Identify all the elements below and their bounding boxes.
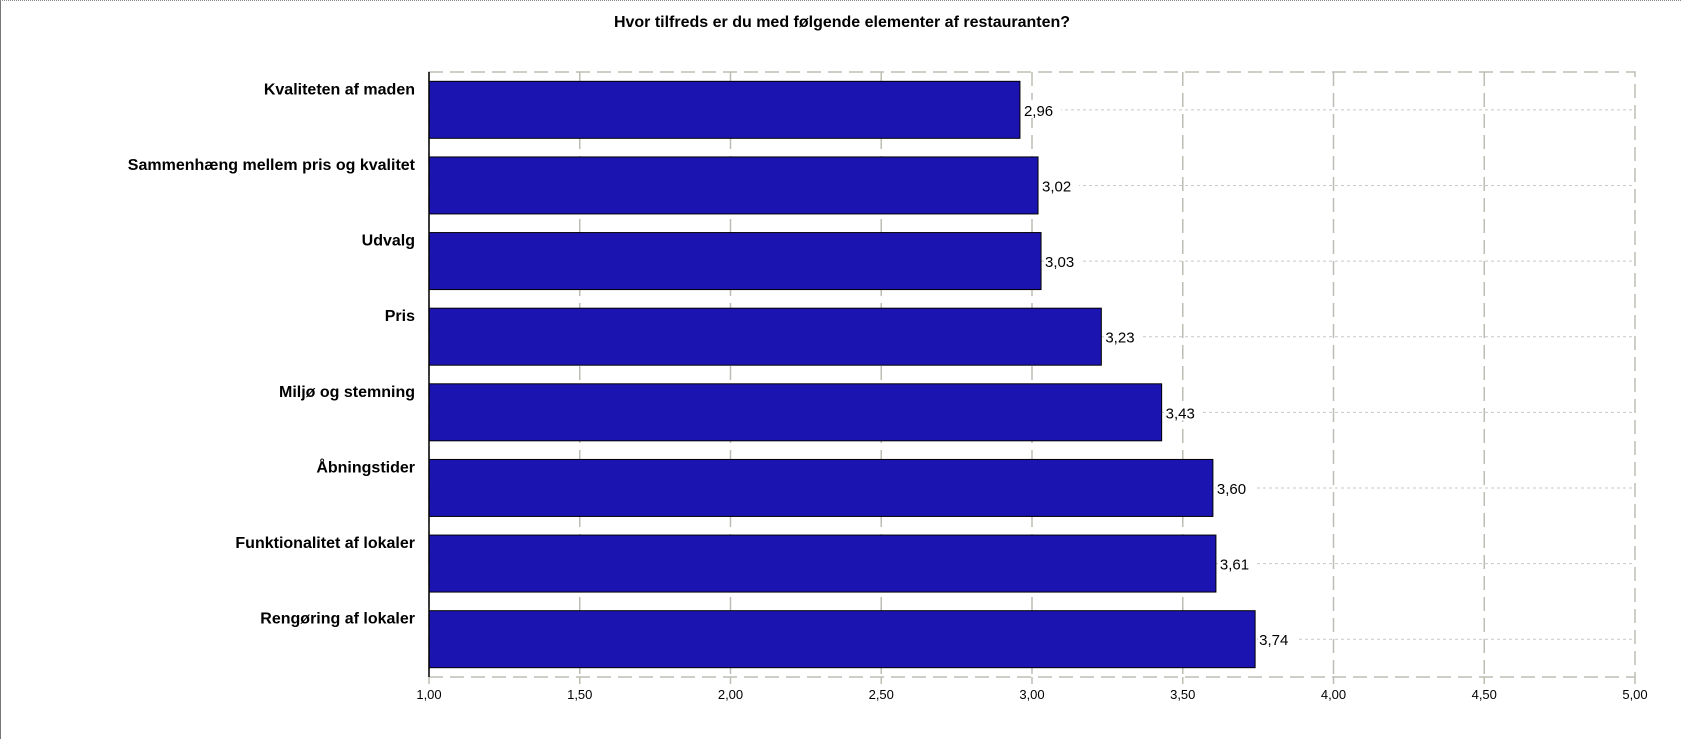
value-label-bg xyxy=(1104,326,1143,345)
value-label-bg xyxy=(1218,553,1257,572)
value-label: 3,61 xyxy=(1220,557,1249,574)
value-label-bg xyxy=(1044,251,1083,270)
value-label: 3,03 xyxy=(1045,254,1074,271)
value-label: 3,23 xyxy=(1105,330,1134,347)
x-tick-label: 1,00 xyxy=(416,687,441,702)
category-label: Udvalg xyxy=(362,233,415,250)
category-label: Pris xyxy=(385,308,415,325)
category-label: Sammenhæng mellem pris og kvalitet xyxy=(128,157,416,174)
x-tick-label: 2,00 xyxy=(718,687,743,702)
x-tick-label: 2,50 xyxy=(869,687,894,702)
x-tick-label: 4,50 xyxy=(1472,687,1497,702)
bar xyxy=(428,383,1163,442)
x-tick-label: 5,00 xyxy=(1622,687,1647,702)
value-label-bg xyxy=(1164,402,1203,421)
value-label-bg xyxy=(1041,175,1080,194)
value-label: 3,43 xyxy=(1166,405,1195,422)
value-label-bg xyxy=(1258,629,1297,648)
bar xyxy=(428,534,1217,593)
bar xyxy=(428,232,1042,291)
category-label: Miljø og stemning xyxy=(279,384,415,401)
x-tick-label: 3,00 xyxy=(1019,687,1044,702)
value-label: 3,60 xyxy=(1217,481,1246,498)
x-tick-label: 1,50 xyxy=(567,687,592,702)
x-tick-label: 4,00 xyxy=(1321,687,1346,702)
x-tick-label: 3,50 xyxy=(1170,687,1195,702)
category-label: Funktionalitet af lokaler xyxy=(235,535,415,552)
bar-layer xyxy=(428,80,1256,669)
bar xyxy=(428,307,1102,366)
value-label: 3,02 xyxy=(1042,178,1071,195)
label-layer: 2,96 Kvaliteten af maden 3,02 Sammenhæng me… xyxy=(128,81,1297,649)
axis-layer: 1,00 1,50 2,00 2,50 3,00 3,50 4,00 4,50 5,00 xyxy=(416,72,1648,702)
bar xyxy=(428,156,1039,215)
bar xyxy=(428,458,1214,517)
category-label: Kvaliteten af maden xyxy=(264,81,415,98)
value-label: 2,96 xyxy=(1024,103,1053,120)
value-label: 3,74 xyxy=(1259,632,1288,649)
chart-title: Hvor tilfreds er du med følgende element… xyxy=(614,14,1070,31)
value-label-bg xyxy=(1215,477,1254,496)
bar xyxy=(428,610,1256,669)
category-label: Åbningstider xyxy=(316,457,415,476)
bar xyxy=(428,80,1021,139)
value-label-bg xyxy=(1022,99,1061,118)
category-label: Rengøring af lokaler xyxy=(260,611,415,628)
